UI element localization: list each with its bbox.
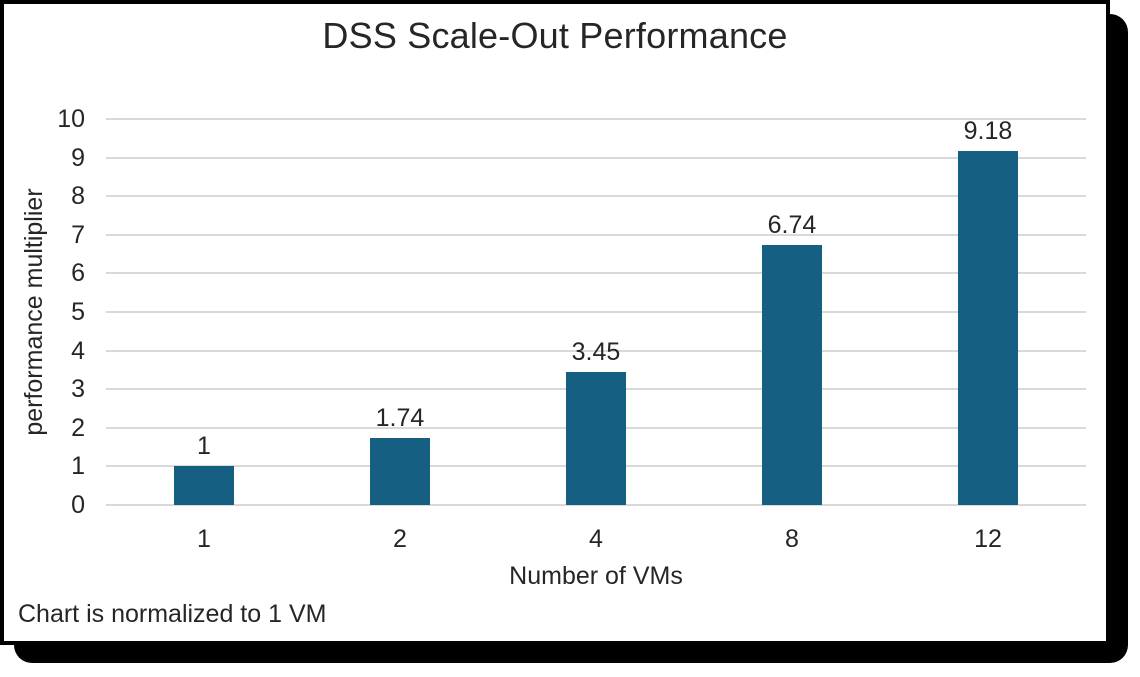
y-tick-label: 2 [71,413,85,442]
gridline [106,349,1086,352]
gridline [106,504,1086,506]
y-tick-label: 1 [71,452,85,481]
x-tick-label: 2 [393,525,407,553]
gridline [106,156,1086,159]
gridline [106,311,1086,313]
x-axis-ticks: 1 2 4 8 12 [106,523,1086,555]
gridline [106,272,1086,275]
x-tick-label: 8 [785,525,799,553]
gridline [106,118,1086,120]
y-tick-label: 10 [57,105,85,133]
chart-card: DSS Scale-Out Performance performance mu… [0,0,1110,645]
x-axis-title: Number of VMs [509,562,683,590]
gridline [106,233,1086,236]
y-tick-label: 8 [71,182,85,211]
x-tick-label: 4 [589,525,603,553]
y-tick-label: 5 [71,298,85,326]
y-tick-label: 7 [71,220,85,249]
x-tick-label: 1 [197,525,211,553]
chart-title: DSS Scale-Out Performance [322,15,788,56]
y-tick-label: 6 [71,259,85,288]
bar [762,244,822,505]
bar [174,466,234,505]
bar [370,437,430,505]
x-tick-label: 12 [974,525,1002,553]
bar-value-label: 1.74 [375,403,425,432]
bar-value-label: 3.45 [571,337,621,366]
y-tick-label: 4 [71,336,85,365]
gridline [106,195,1086,198]
y-tick-label: 0 [71,491,85,519]
plot-area: 1 1.74 3.45 6.74 9.18 [106,116,1086,506]
bar [566,371,626,505]
bar-value-label: 9.18 [963,116,1013,145]
bar-value-label: 1 [197,432,211,461]
y-tick-label: 9 [71,143,85,172]
y-tick-label: 3 [71,375,85,404]
y-axis-ticks: 0 1 2 3 4 5 6 7 8 9 10 [4,105,85,519]
bar [958,150,1018,505]
bar-value-label: 6.74 [767,210,817,239]
chart-footnote: Chart is normalized to 1 VM [18,600,327,628]
